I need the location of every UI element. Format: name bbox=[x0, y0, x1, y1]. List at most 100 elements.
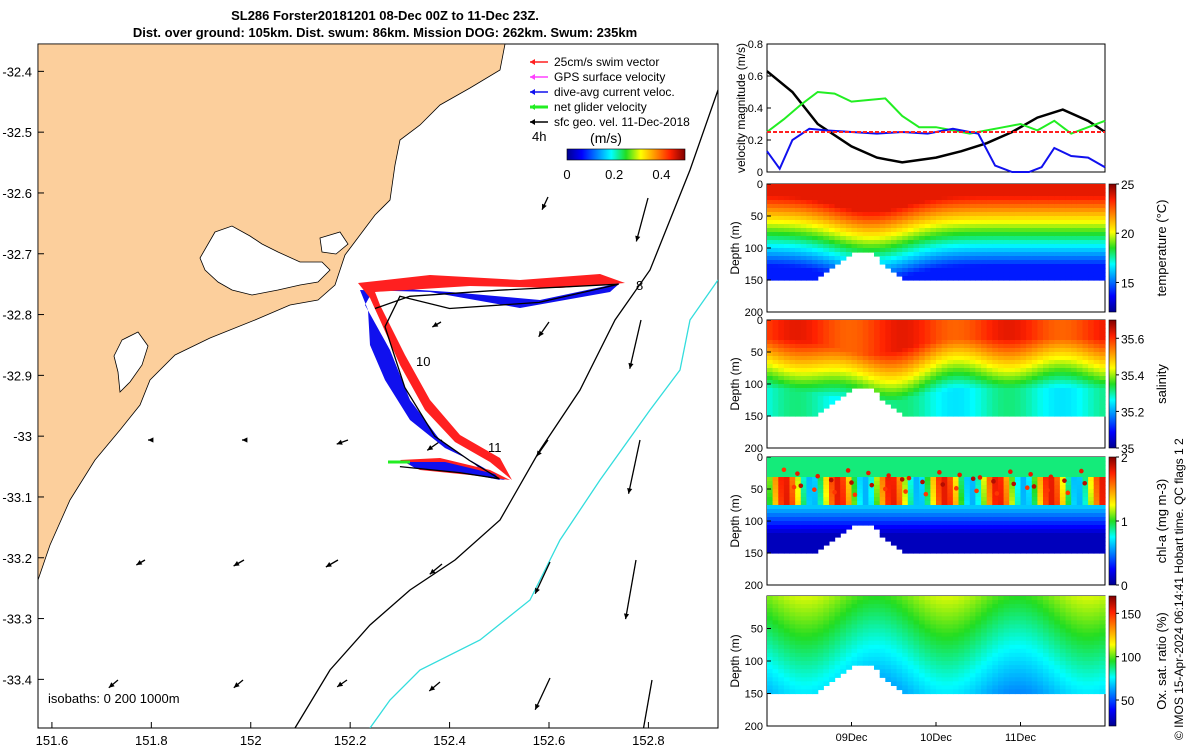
depth-cell bbox=[1031, 240, 1038, 245]
depth-cell bbox=[975, 196, 982, 201]
depth-cell bbox=[1099, 481, 1106, 486]
depth-cell bbox=[1009, 220, 1016, 225]
depth-cell bbox=[975, 372, 982, 377]
depth-cell bbox=[1009, 513, 1016, 518]
depth-cell bbox=[817, 616, 824, 621]
chl-max-dot bbox=[815, 473, 820, 479]
depth-cell bbox=[857, 473, 864, 478]
depth-cell bbox=[885, 632, 892, 638]
depth-cell bbox=[778, 493, 785, 498]
depth-cell bbox=[840, 652, 847, 658]
depth-cell bbox=[817, 620, 824, 626]
depth-cell bbox=[890, 628, 898, 634]
depth-cell bbox=[1020, 396, 1027, 401]
depth-cell bbox=[817, 509, 824, 514]
depth-cell bbox=[981, 216, 988, 221]
depth-cell bbox=[829, 669, 836, 674]
depth-cell bbox=[812, 372, 819, 377]
depth-cell bbox=[772, 489, 779, 494]
depth-cell bbox=[896, 461, 903, 466]
depth-cell bbox=[986, 549, 993, 554]
depth-cell bbox=[1054, 256, 1061, 261]
depth-cell bbox=[823, 612, 830, 617]
depth-cell bbox=[998, 505, 1005, 510]
depth-cell bbox=[874, 388, 881, 393]
depth-cell bbox=[885, 184, 892, 189]
depth-cell bbox=[1082, 493, 1089, 498]
depth-cell bbox=[981, 356, 988, 361]
depth-cell bbox=[862, 240, 869, 245]
depth-cell bbox=[829, 509, 836, 514]
depth-cell bbox=[829, 624, 836, 630]
depth-cell bbox=[986, 376, 993, 381]
depth-cell bbox=[1071, 244, 1078, 249]
depth-cell bbox=[1014, 264, 1022, 269]
depth-cell bbox=[902, 529, 909, 534]
depth-cell bbox=[1043, 497, 1050, 502]
depth-cell bbox=[879, 517, 886, 522]
depth-cell bbox=[896, 184, 903, 189]
depth-cell bbox=[868, 224, 875, 229]
depth-cell bbox=[992, 340, 999, 345]
depth-cell bbox=[998, 260, 1005, 265]
depth-cell bbox=[840, 656, 847, 662]
depth-cell bbox=[1093, 549, 1100, 554]
depth-cell bbox=[1020, 408, 1027, 413]
depth-cell bbox=[1026, 384, 1033, 389]
depth-cell bbox=[947, 216, 954, 221]
depth-cell bbox=[1093, 493, 1100, 498]
chl-max-dot bbox=[883, 486, 888, 492]
depth-cell bbox=[896, 340, 903, 345]
depth-cell bbox=[1088, 408, 1095, 413]
depth-cell bbox=[952, 477, 960, 482]
depth-cell bbox=[1059, 408, 1067, 413]
depth-cell bbox=[902, 220, 909, 225]
depth-cell bbox=[1043, 324, 1050, 329]
depth-cell bbox=[930, 408, 937, 413]
depth-cell bbox=[1071, 533, 1078, 538]
depth-cell bbox=[992, 216, 999, 221]
depth-cell bbox=[1026, 192, 1033, 197]
depth-cell bbox=[1082, 529, 1089, 534]
depth-cell bbox=[851, 376, 858, 381]
depth-cell bbox=[981, 376, 988, 381]
depth-cell bbox=[1093, 220, 1100, 225]
depth-cell bbox=[919, 517, 926, 522]
depth-cell bbox=[874, 624, 881, 630]
depth-cell bbox=[851, 224, 858, 229]
depth-cell bbox=[817, 252, 824, 257]
depth-cell bbox=[947, 477, 954, 482]
depth-cell bbox=[1020, 184, 1027, 189]
depth-cell bbox=[783, 256, 791, 261]
depth-cell bbox=[857, 364, 864, 369]
depth-cell bbox=[783, 228, 791, 233]
depth-cell bbox=[969, 549, 976, 554]
depth-cell bbox=[834, 505, 841, 510]
depth-cell bbox=[1088, 192, 1095, 197]
depth-cell bbox=[800, 612, 807, 617]
depth-cell bbox=[840, 320, 847, 325]
depth-cell bbox=[1065, 376, 1072, 381]
depth-cell bbox=[806, 196, 813, 201]
depth-cell bbox=[783, 620, 791, 626]
depth-cell bbox=[1020, 549, 1027, 554]
depth-cell bbox=[1026, 525, 1033, 530]
depth-cell bbox=[1026, 212, 1033, 217]
depth-cell bbox=[1043, 493, 1050, 498]
depth-cell bbox=[969, 509, 976, 514]
depth-cell bbox=[795, 549, 802, 554]
depth-cell bbox=[896, 388, 903, 393]
depth-cell bbox=[896, 256, 903, 261]
depth-cell bbox=[1014, 320, 1022, 325]
depth-cell bbox=[1026, 352, 1033, 357]
depth-cell bbox=[986, 473, 993, 478]
depth-cell bbox=[907, 685, 914, 691]
depth-cell bbox=[1020, 493, 1027, 498]
depth-cell bbox=[1076, 493, 1083, 498]
depth-cell bbox=[789, 228, 796, 233]
depth-cell bbox=[1014, 489, 1022, 494]
depth-cell bbox=[1026, 344, 1033, 349]
depth-cell bbox=[795, 220, 802, 225]
depth-cell bbox=[845, 380, 853, 385]
depth-cell bbox=[1099, 457, 1106, 462]
